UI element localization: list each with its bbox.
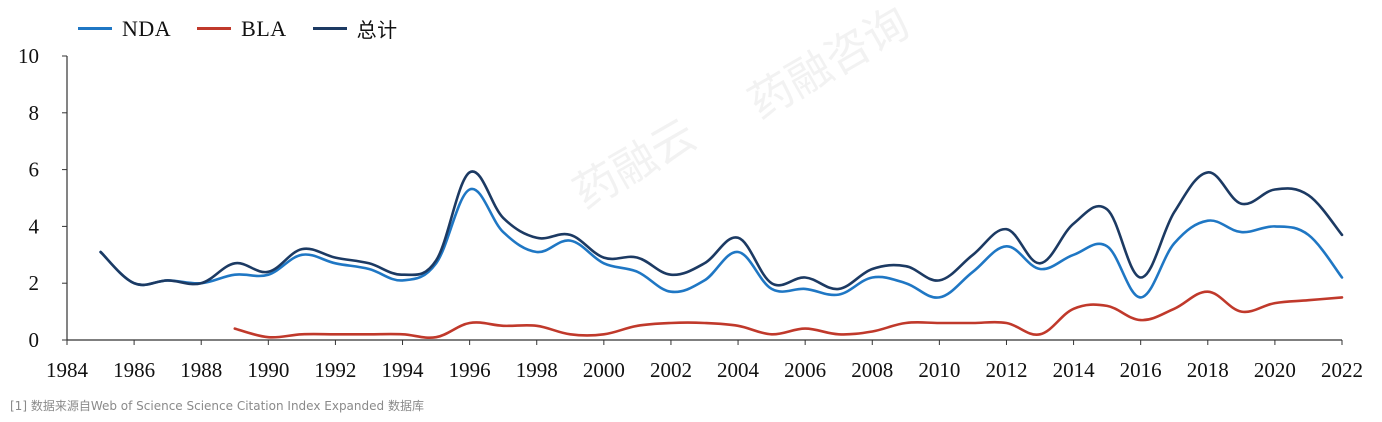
y-tick-label: 2: [29, 271, 40, 295]
source-note: [1] 数据来源自Web of Science Science Citation…: [10, 399, 424, 413]
x-tick-label: 2006: [784, 358, 826, 382]
x-tick-label: 2014: [1053, 358, 1096, 382]
svg-text:药融云: 药融云: [565, 109, 705, 219]
x-tick-label: 2020: [1254, 358, 1296, 382]
series-line-nda: [99, 187, 1344, 299]
svg-text:药融咨询: 药融咨询: [740, 0, 918, 130]
y-tick-label: 10: [18, 44, 39, 68]
x-tick-label: 1990: [247, 358, 289, 382]
legend-item-nda: NDA: [78, 16, 171, 42]
x-tick-label: 1998: [516, 358, 558, 382]
x-tick-label: 1984: [46, 358, 89, 382]
legend-item-bla: BLA: [197, 16, 287, 42]
x-tick-label: 1996: [449, 358, 491, 382]
x-tick-label: 2010: [918, 358, 960, 382]
x-tick-label: 2000: [583, 358, 625, 382]
series-lines: [99, 170, 1344, 339]
legend-swatch-nda: [78, 27, 112, 30]
watermark: 药融云 药融咨询: [565, 0, 918, 220]
y-tick-label: 0: [29, 328, 40, 352]
x-tick-label: 2002: [650, 358, 692, 382]
legend-label-total: 总计: [356, 18, 398, 42]
y-tick-label: 6: [29, 158, 40, 182]
y-tick-label: 4: [29, 214, 40, 238]
legend-swatch-total: [312, 27, 347, 30]
x-tick-label: 2012: [985, 358, 1027, 382]
x-tick-label: 1986: [113, 358, 155, 382]
x-tick-label: 1994: [382, 358, 425, 382]
x-tick-label: 2004: [717, 358, 760, 382]
x-tick-label: 2008: [851, 358, 893, 382]
x-tick-labels: 1984 1986 1988 1990 1992 1994 1996 1998 2000 2002…: [46, 340, 1363, 382]
y-tick-label: 8: [29, 101, 40, 125]
legend: NDA BLA 总计: [78, 14, 398, 43]
y-tick-labels: 0 2 4 6 8 10: [18, 44, 67, 352]
x-tick-label: 2016: [1120, 358, 1162, 382]
x-tick-label: 1988: [180, 358, 222, 382]
x-tick-label: 2022: [1321, 358, 1363, 382]
series-line-bla: [233, 290, 1344, 339]
legend-item-total: 总计: [312, 14, 398, 43]
series-line-total: [99, 170, 1344, 291]
x-tick-label: 1992: [314, 358, 356, 382]
legend-label-bla: BLA: [241, 15, 287, 41]
x-tick-label: 2018: [1187, 358, 1229, 382]
axes: [66, 56, 1342, 341]
legend-label-nda: NDA: [122, 15, 172, 41]
legend-swatch-bla: [197, 27, 232, 30]
